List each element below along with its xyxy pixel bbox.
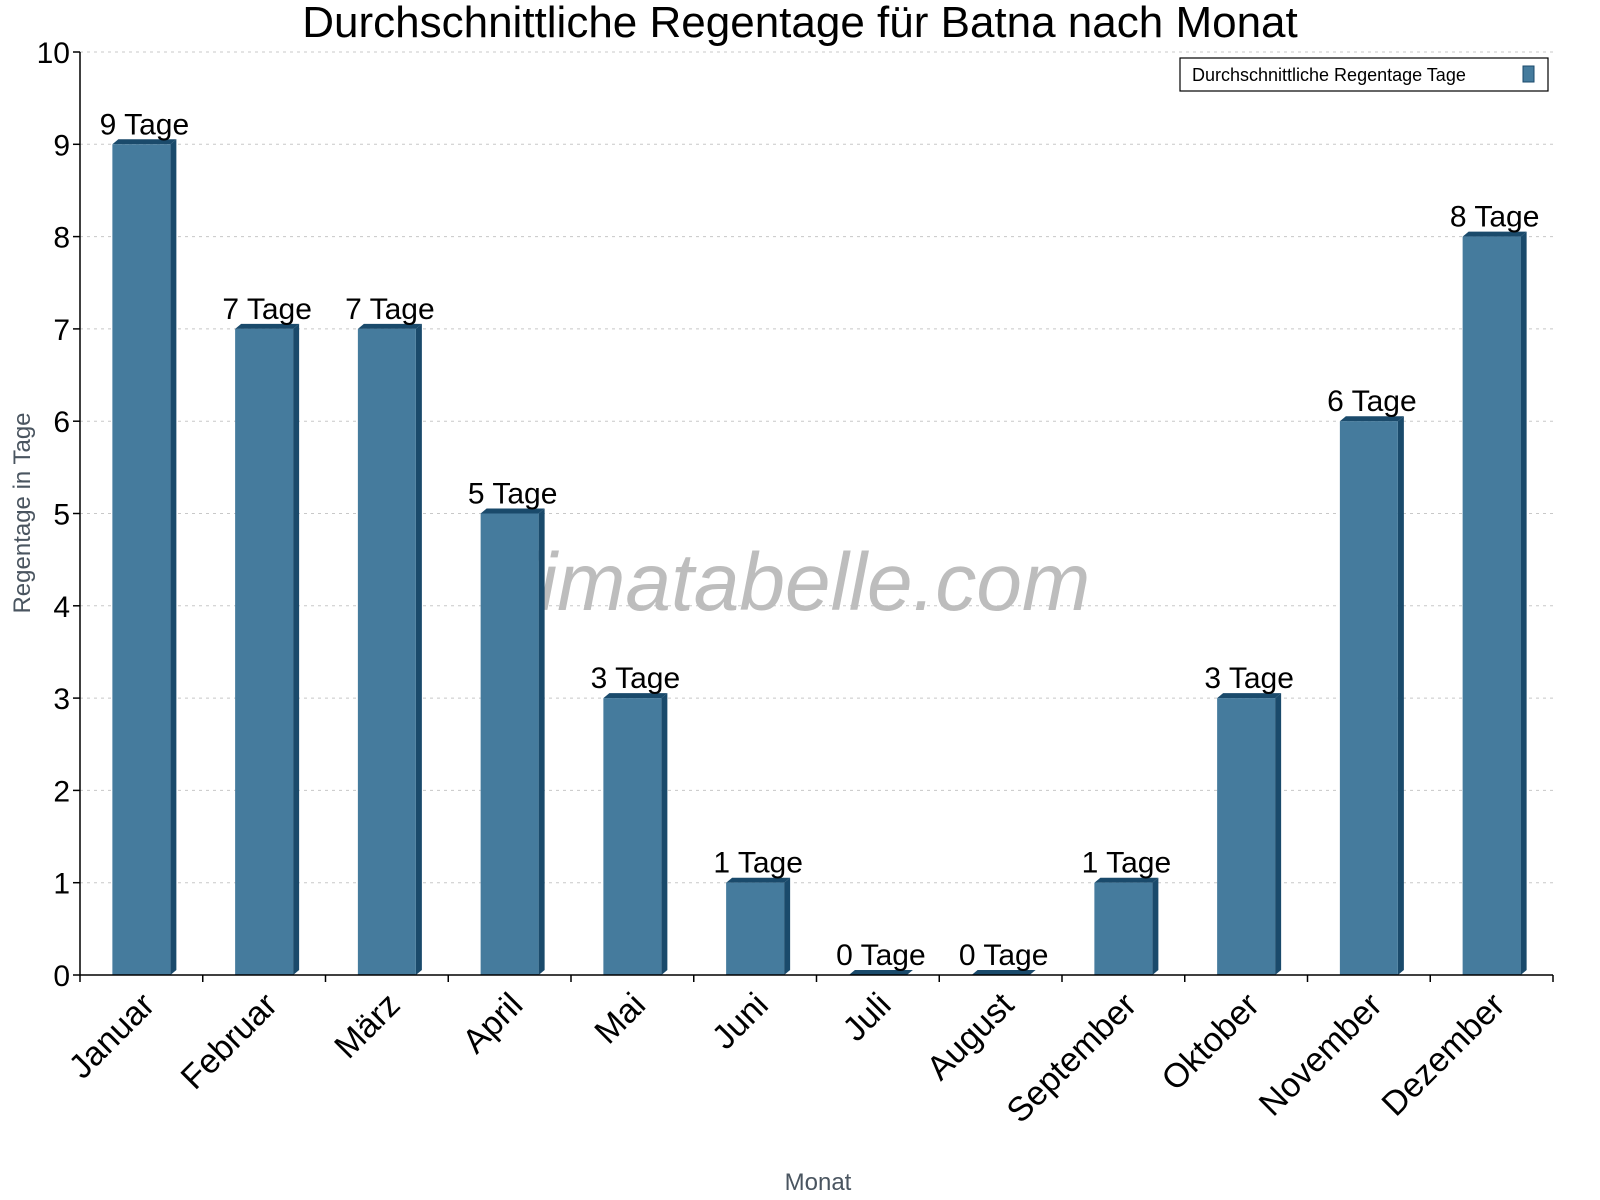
bar-value-label: 0 Tage — [836, 939, 926, 972]
bar-top — [1094, 877, 1159, 883]
bar-top — [848, 970, 913, 975]
legend-box — [1179, 57, 1549, 92]
y-tick-label: 10 — [37, 37, 70, 70]
bar: 0 Tage — [959, 939, 1049, 975]
x-tick-label: Oktober — [1154, 986, 1266, 1098]
legend: Durchschnittliche Regentage Tage — [1179, 57, 1549, 92]
chart-title: Durchschnittliche Regentage für Batna na… — [302, 0, 1297, 47]
bar-front — [1094, 882, 1153, 975]
bar-side — [538, 508, 545, 975]
bar-value-label: 8 Tage — [1450, 201, 1540, 234]
legend-label: Durchschnittliche Regentage Tage — [1192, 65, 1466, 85]
x-tick-label: April — [455, 986, 530, 1061]
bar-top — [235, 323, 300, 329]
x-axis-ticks: Januar Februar März April Mai Juni Juli AugustS… — [62, 975, 1554, 1130]
bar-side — [1275, 693, 1282, 975]
bar: 5 Tage — [468, 478, 558, 975]
bar: 0 Tage — [836, 939, 926, 975]
bar-value-label: 5 Tage — [468, 478, 558, 511]
y-tick-label: 8 — [53, 222, 70, 255]
bar-side — [293, 323, 300, 975]
y-tick-label: 4 — [53, 591, 70, 624]
y-axis-ticks: 0 1 2 3 4 5 6 7 8 9 10 — [37, 37, 80, 993]
bar-front — [357, 328, 416, 975]
bar-front — [112, 144, 171, 976]
bar-side — [415, 323, 422, 975]
y-tick-label: 2 — [53, 775, 70, 808]
bars: 9 Tage 7 Tage 7 Tage 5 Tage 3 Tage 1 Tage 0 Ta… — [100, 108, 1540, 976]
x-tick-label: Dezember — [1375, 986, 1513, 1124]
x-tick-label: Januar — [62, 986, 162, 1086]
x-tick-label: August — [920, 985, 1022, 1087]
gridlines — [80, 51, 1553, 884]
y-tick-label: 3 — [53, 683, 70, 716]
x-tick-label: Februar — [174, 986, 285, 1097]
legend-swatch — [1522, 65, 1535, 83]
x-axis-title: Monat — [785, 1169, 852, 1196]
bar: 7 Tage — [345, 293, 435, 975]
bar-front — [235, 328, 294, 975]
bar-top — [357, 323, 422, 329]
x-tick-label: November — [1252, 986, 1390, 1124]
bar-side — [1520, 231, 1527, 976]
y-tick-label: 1 — [53, 868, 70, 901]
bar-top — [480, 508, 545, 514]
bar-side — [1397, 416, 1404, 975]
bar-value-label: 1 Tage — [713, 847, 803, 880]
bar-value-label: 3 Tage — [1204, 662, 1294, 695]
bar-value-label: 6 Tage — [1327, 385, 1417, 418]
bar-front — [603, 698, 662, 975]
bar: 3 Tage — [591, 662, 681, 975]
bar-front — [1339, 421, 1398, 975]
bar: 1 Tage — [713, 847, 803, 975]
bar-top — [112, 139, 177, 145]
bar: 7 Tage — [222, 293, 312, 975]
bar-front — [726, 882, 785, 975]
bar-top — [603, 693, 668, 699]
x-tick-label: Mai — [587, 986, 653, 1052]
bar-top — [1339, 416, 1404, 422]
bar-side — [170, 139, 177, 976]
bar-top — [1462, 231, 1527, 237]
bar: 3 Tage — [1204, 662, 1294, 975]
bar-side — [784, 877, 791, 975]
bar: 6 Tage — [1327, 385, 1417, 975]
x-tick-label: März — [327, 986, 407, 1066]
y-tick-label: 7 — [53, 314, 70, 347]
bar-top — [1217, 693, 1282, 699]
x-tick-label: September — [1000, 986, 1144, 1130]
bar: 8 Tage — [1450, 201, 1540, 976]
bar-value-label: 0 Tage — [959, 939, 1049, 972]
bar-value-label: 7 Tage — [222, 293, 312, 326]
x-tick-label: Juli — [836, 986, 899, 1049]
bar-front — [480, 513, 539, 975]
y-axis-title: Regentage in Tage — [9, 412, 36, 613]
bar-value-label: 1 Tage — [1082, 847, 1172, 880]
bar-side — [1152, 877, 1159, 975]
bar-top — [726, 877, 791, 883]
bar-value-label: 9 Tage — [100, 108, 190, 141]
bar: 1 Tage — [1082, 847, 1172, 975]
y-tick-label: 6 — [53, 406, 70, 439]
watermark: klimatabelle.com — [480, 537, 1091, 628]
y-tick-label: 5 — [53, 499, 70, 532]
bar-front — [1462, 236, 1521, 976]
bar-top — [971, 970, 1036, 975]
y-tick-label: 0 — [53, 960, 70, 993]
bar: 9 Tage — [100, 108, 190, 976]
x-tick-label: Juni — [705, 986, 776, 1057]
bar-value-label: 7 Tage — [345, 293, 435, 326]
bar-side — [661, 693, 668, 975]
y-tick-label: 9 — [53, 129, 70, 162]
bar-value-label: 3 Tage — [591, 662, 681, 695]
bar-front — [1217, 698, 1276, 975]
